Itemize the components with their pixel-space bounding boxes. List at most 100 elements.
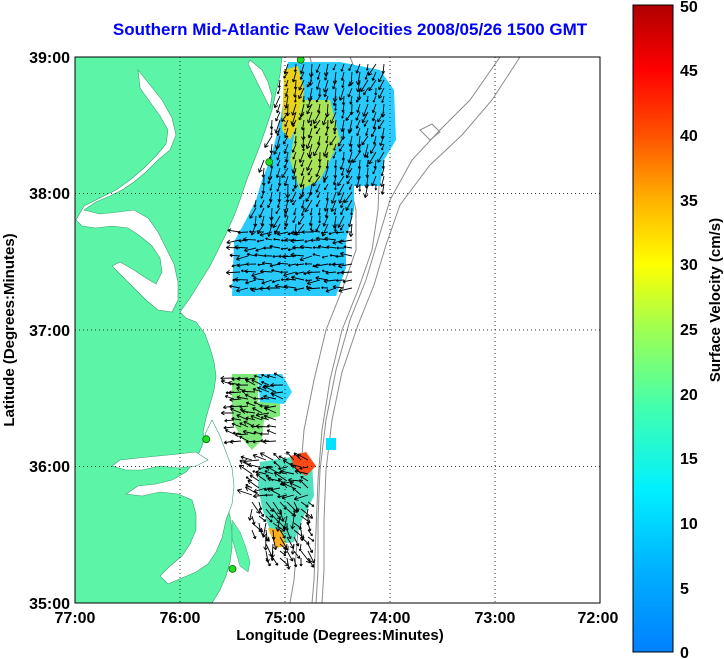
- velocity-arrow: [308, 215, 313, 227]
- velocity-arrow: [334, 103, 338, 111]
- x-tick-label: 73:00: [475, 610, 516, 627]
- velocity-arrow: [315, 223, 321, 232]
- x-tick-label: 76:00: [160, 610, 201, 627]
- velocity-arrow: [326, 245, 337, 249]
- velocity-arrow: [300, 167, 305, 176]
- velocity-arrow: [220, 379, 235, 386]
- velocity-arrow: [352, 151, 361, 164]
- velocity-arrow: [276, 183, 281, 192]
- velocity-arrow: [273, 143, 281, 155]
- velocity-arrow: [313, 143, 321, 157]
- velocity-arrow: [363, 119, 369, 127]
- velocity-arrow: [273, 372, 284, 379]
- velocity-arrow: [371, 175, 377, 187]
- velocity-arrow: [283, 271, 297, 278]
- velocity-arrow: [321, 286, 329, 290]
- velocity-arrow: [225, 270, 241, 276]
- velocity-arrow: [225, 429, 235, 435]
- velocity-arrow: [236, 395, 249, 400]
- colorbar-tick: 45: [680, 63, 698, 80]
- velocity-arrow: [253, 396, 263, 401]
- velocity-arrow: [343, 245, 353, 249]
- chesapeake-bay: [75, 69, 179, 313]
- velocity-arrow: [273, 461, 281, 468]
- velocity-arrow: [362, 103, 369, 117]
- velocity-arrow: [340, 223, 345, 231]
- velocity-arrow: [261, 373, 270, 379]
- velocity-arrow: [325, 270, 337, 275]
- station-mid: [202, 435, 211, 444]
- velocity-arrow: [370, 143, 377, 154]
- velocity-arrow: [316, 135, 321, 145]
- y-axis-label: Latitude (Degrees:Minutes): [1, 233, 18, 426]
- velocity-arrow: [315, 183, 321, 193]
- velocity-arrow: [360, 79, 369, 93]
- velocity-arrow: [340, 270, 353, 275]
- velocity-arrow: [312, 253, 321, 257]
- velocity-arrow: [275, 167, 281, 179]
- velocity-arrow: [309, 223, 313, 231]
- velocity-arrow: [292, 487, 302, 496]
- velocity-arrow: [323, 278, 337, 284]
- velocity-arrow: [304, 262, 313, 266]
- velocity-arrow: [324, 127, 329, 136]
- velocity-arrow: [291, 167, 297, 180]
- velocity-arrow: [378, 79, 385, 91]
- velocity-arrow: [239, 405, 249, 409]
- velocity-arrow: [266, 429, 277, 435]
- velocity-arrow: [293, 95, 297, 103]
- velocity-arrow: [348, 63, 353, 71]
- station-north: [296, 57, 305, 64]
- velocity-arrow: [341, 103, 345, 113]
- velocity-arrow: [333, 207, 337, 215]
- velocity-arrow: [293, 287, 305, 292]
- velocity-arrow: [247, 479, 260, 489]
- velocity-arrow: [279, 270, 289, 274]
- y-tick-label: 39:00: [29, 50, 70, 67]
- velocity-arrow: [258, 508, 264, 518]
- velocity-arrow: [300, 207, 305, 217]
- velocity-arrow: [299, 255, 313, 262]
- velocity-arrow: [286, 451, 295, 461]
- velocity-arrow: [300, 476, 309, 482]
- velocity-arrow: [307, 557, 315, 568]
- velocity-vectors: [220, 63, 386, 570]
- velocity-arrow: [293, 508, 297, 517]
- velocity-arrow: [318, 215, 322, 224]
- velocity-arrow: [372, 135, 377, 145]
- velocity-arrow: [307, 543, 314, 554]
- velocity-arrow: [324, 207, 329, 219]
- velocity-arrow: [265, 508, 274, 518]
- velocity-arrow: [363, 183, 369, 198]
- velocity-arrow: [315, 63, 321, 73]
- y-axis: 35:00 36:00 37:00 38:00 39:00 Latitude (…: [1, 50, 70, 613]
- velocity-arrow: [289, 481, 302, 489]
- velocity-arrow: [293, 550, 301, 559]
- velocity-arrow: [315, 199, 321, 208]
- velocity-arrow: [261, 261, 273, 266]
- velocity-arrow: [245, 483, 253, 489]
- velocity-arrow: [234, 432, 249, 438]
- velocity-arrow: [312, 111, 321, 125]
- colorbar-tick: 25: [680, 322, 698, 339]
- velocity-arrow: [340, 71, 345, 81]
- velocity-arrow: [349, 143, 353, 153]
- velocity-arrow: [231, 416, 242, 421]
- velocity-arrow: [371, 111, 377, 122]
- velocity-arrow: [269, 263, 281, 268]
- velocity-arrow: [358, 183, 362, 192]
- velocity-arrow: [356, 95, 361, 103]
- velocity-arrow: [283, 159, 289, 169]
- velocity-arrow: [229, 284, 241, 289]
- velocity-arrow: [273, 452, 281, 461]
- velocity-arrow: [368, 151, 377, 165]
- velocity-arrow: [245, 262, 257, 267]
- velocity-arrow: [299, 529, 305, 542]
- velocity-arrow: [321, 255, 329, 259]
- velocity-arrow: [325, 287, 337, 293]
- velocity-arrow: [236, 376, 249, 381]
- velocity-arrow: [348, 183, 353, 190]
- velocity-arrow: [245, 416, 256, 421]
- velocity-arrow: [330, 191, 337, 204]
